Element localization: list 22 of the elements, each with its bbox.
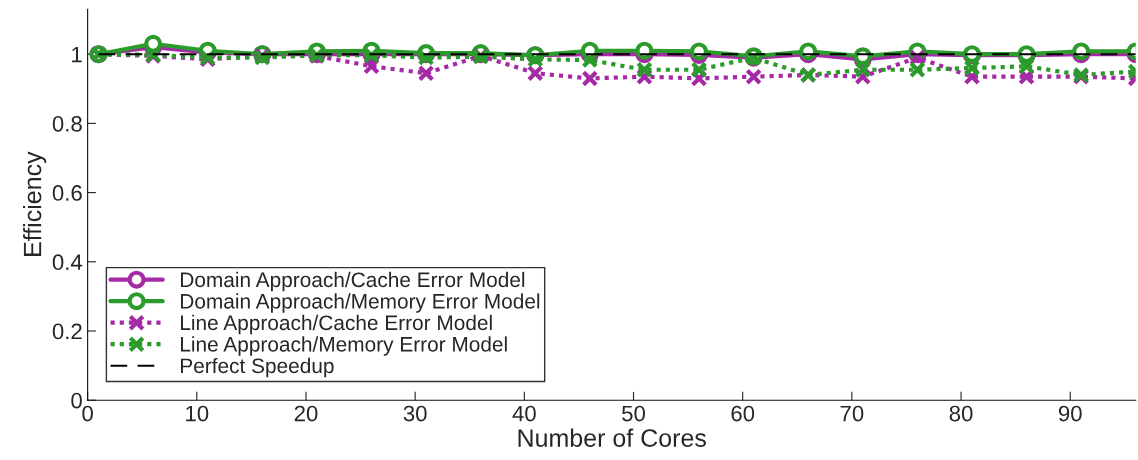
y-tick-label: 0 [71, 392, 82, 409]
x-tick-label: 10 [186, 405, 209, 422]
x-tick-label: 40 [512, 405, 536, 422]
x-tick-label: 80 [949, 405, 973, 422]
x-tick-label: 70 [840, 405, 864, 422]
legend-label: Line Approach/Memory Error Model [181, 336, 507, 356]
y-tick-label: 0.8 [52, 115, 82, 132]
y-tick-label: 0.4 [52, 254, 83, 271]
legend-label: Line Approach/Cache Error Model [181, 314, 492, 335]
legend-label: Domain Approach/Memory Error Model [181, 293, 540, 313]
x-tick-label: 30 [403, 405, 427, 422]
x-axis-title: Number of Cores [518, 428, 706, 447]
x-tick-label: 90 [1058, 405, 1082, 422]
x-tick-label: 20 [294, 405, 318, 422]
y-axis-title: Efficiency [23, 151, 47, 256]
legend-label: Domain Approach/Cache Error Model [181, 271, 525, 292]
legend-label: Perfect Speedup [181, 357, 334, 378]
y-tick-label: 1 [72, 46, 82, 63]
y-tick-label: 0.6 [52, 185, 82, 201]
x-tick-label: 60 [731, 405, 755, 422]
y-tick-label: 0.2 [52, 323, 82, 340]
x-tick-label: 50 [622, 405, 645, 422]
